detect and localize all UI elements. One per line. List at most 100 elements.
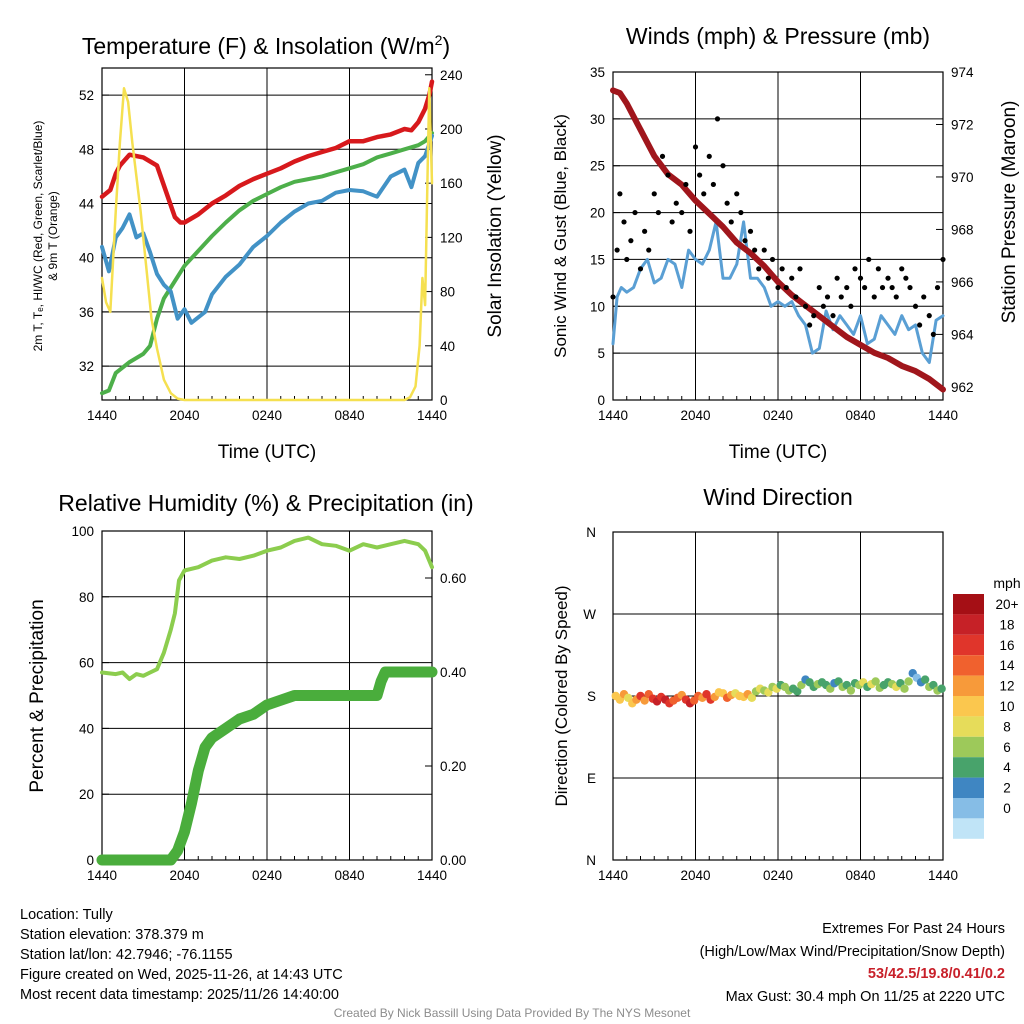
winds-ylabel-right: Station Pressure (Maroon) [999, 101, 1020, 324]
gust-point [614, 247, 620, 253]
humidity-plot-area: 1440 2040 0240 0840 14400204060801000.000.20… [71, 524, 466, 883]
gust-point [724, 200, 730, 206]
winds-panel: Winds (mph) & Pressure (mb) 1440 2040 0240… [551, 23, 1020, 463]
y-tick-label-right: 0.60 [440, 571, 466, 586]
sonic-wind-line [611, 220, 945, 364]
legend-title: mph [993, 575, 1020, 591]
temperature-line [99, 79, 435, 225]
x-tick-label: 0240 [763, 408, 793, 423]
legend-label: 16 [999, 638, 1014, 653]
legend-label: 8 [1003, 719, 1011, 734]
gust-point [820, 303, 826, 309]
temperature-xlabel: Time (UTC) [218, 442, 317, 463]
direction-panel: Wind Direction 1440 2040 0240 0840 1440NESWN… [552, 484, 1021, 883]
y-tick-label-right: 160 [440, 176, 463, 191]
gust-point [669, 219, 675, 225]
legend-label: 4 [1003, 760, 1011, 775]
x-tick-label: 0240 [252, 868, 282, 883]
direction-title: Wind Direction [703, 484, 853, 510]
elevation-text: Station elevation: 378.379 m [20, 927, 204, 943]
direction-point [937, 684, 946, 693]
temperature-panel: Temperature (F) & Insolation (W/m2) 1440… [31, 32, 506, 463]
humidity-ylabel-left: Percent & Precipitation [27, 599, 48, 792]
y-tick-label-right: 0.40 [440, 665, 466, 680]
gust-point [889, 284, 895, 291]
gust-point [940, 256, 946, 263]
legend-label: 18 [999, 617, 1014, 632]
gust-point [885, 275, 891, 281]
y-tick-label-left: 32 [79, 359, 94, 374]
direction-point [871, 677, 880, 686]
legend-swatch [953, 716, 984, 737]
gust-point [687, 228, 693, 234]
direction-point [640, 696, 649, 705]
y-tick-label-right: 240 [440, 68, 463, 83]
x-tick-label: 1440 [417, 408, 447, 423]
gust-point [907, 284, 913, 291]
humidity-title: Relative Humidity (%) & Precipitation (i… [58, 490, 473, 516]
gust-point [811, 313, 817, 319]
gust-point [655, 209, 661, 216]
gust-point [930, 331, 936, 337]
direction-point [920, 675, 930, 684]
gust-point [701, 191, 707, 197]
direction-tick-label: W [583, 607, 596, 622]
gust-point [862, 284, 868, 291]
gust-point [628, 238, 634, 244]
legend-swatch [953, 614, 984, 635]
gust-point [816, 284, 822, 291]
x-tick-label: 2040 [680, 408, 710, 423]
direction-point [747, 693, 757, 703]
x-tick-label: 2040 [680, 868, 710, 883]
direction-tick-label: N [586, 853, 596, 868]
gust-point [899, 266, 905, 272]
x-tick-label: 2040 [169, 868, 199, 883]
y-tick-label-left: 20 [590, 206, 605, 221]
gust-point [903, 275, 909, 281]
credit-text: Created By Nick Bassill Using Data Provi… [333, 1006, 691, 1020]
y-tick-label-right: 964 [951, 327, 974, 342]
direction-ylabel-left: Direction (Colored By Speed) [552, 585, 571, 806]
x-tick-label: 0240 [252, 408, 282, 423]
gust-point [848, 303, 854, 309]
gust-point [642, 228, 648, 234]
y-tick-label-right: 962 [951, 380, 974, 395]
gust-point [706, 153, 712, 159]
x-tick-label: 1440 [598, 408, 628, 423]
gust-point [871, 294, 877, 300]
y-tick-label-right: 120 [440, 230, 463, 245]
y-tick-label-right: 200 [440, 122, 463, 137]
speed-legend: 20+ 18 16 14 12 10 8 6 4 2 0 [953, 594, 1019, 839]
gust-point [797, 266, 803, 272]
legend-label: 2 [1003, 781, 1011, 796]
gust-point [807, 322, 813, 328]
y-tick-label-left: 30 [590, 112, 605, 127]
gust-point [621, 219, 627, 225]
gust-point [793, 294, 799, 300]
direction-tick-label: N [586, 525, 596, 540]
gust-point [651, 191, 657, 197]
x-tick-label: 0840 [845, 408, 875, 423]
y-tick-label-left: 40 [79, 251, 94, 266]
extremes-subtitle: (High/Low/Max Wind/Precipitation/Snow De… [699, 943, 1005, 960]
gust-point [692, 144, 699, 150]
temperature-title: Temperature (F) & Insolation (W/m2) [82, 32, 450, 59]
gust-point [857, 275, 864, 281]
gust-point [834, 275, 840, 281]
y-tick-label-right: 974 [951, 65, 974, 80]
gust-point [789, 275, 795, 281]
windchill-line [100, 133, 434, 325]
direction-point [793, 687, 802, 696]
direction-tick-label: E [587, 771, 596, 786]
gust-point [747, 228, 754, 234]
extremes-title: Extremes For Past 24 Hours [822, 921, 1005, 937]
legend-swatch [953, 777, 984, 798]
legend-swatch [953, 634, 984, 656]
pressure-line [610, 87, 946, 393]
legend-swatch [953, 798, 984, 819]
legend-swatch [953, 655, 984, 676]
y-tick-label-left: 60 [79, 656, 94, 671]
direction-tick-label: S [587, 689, 596, 704]
x-tick-label: 1440 [417, 868, 447, 883]
